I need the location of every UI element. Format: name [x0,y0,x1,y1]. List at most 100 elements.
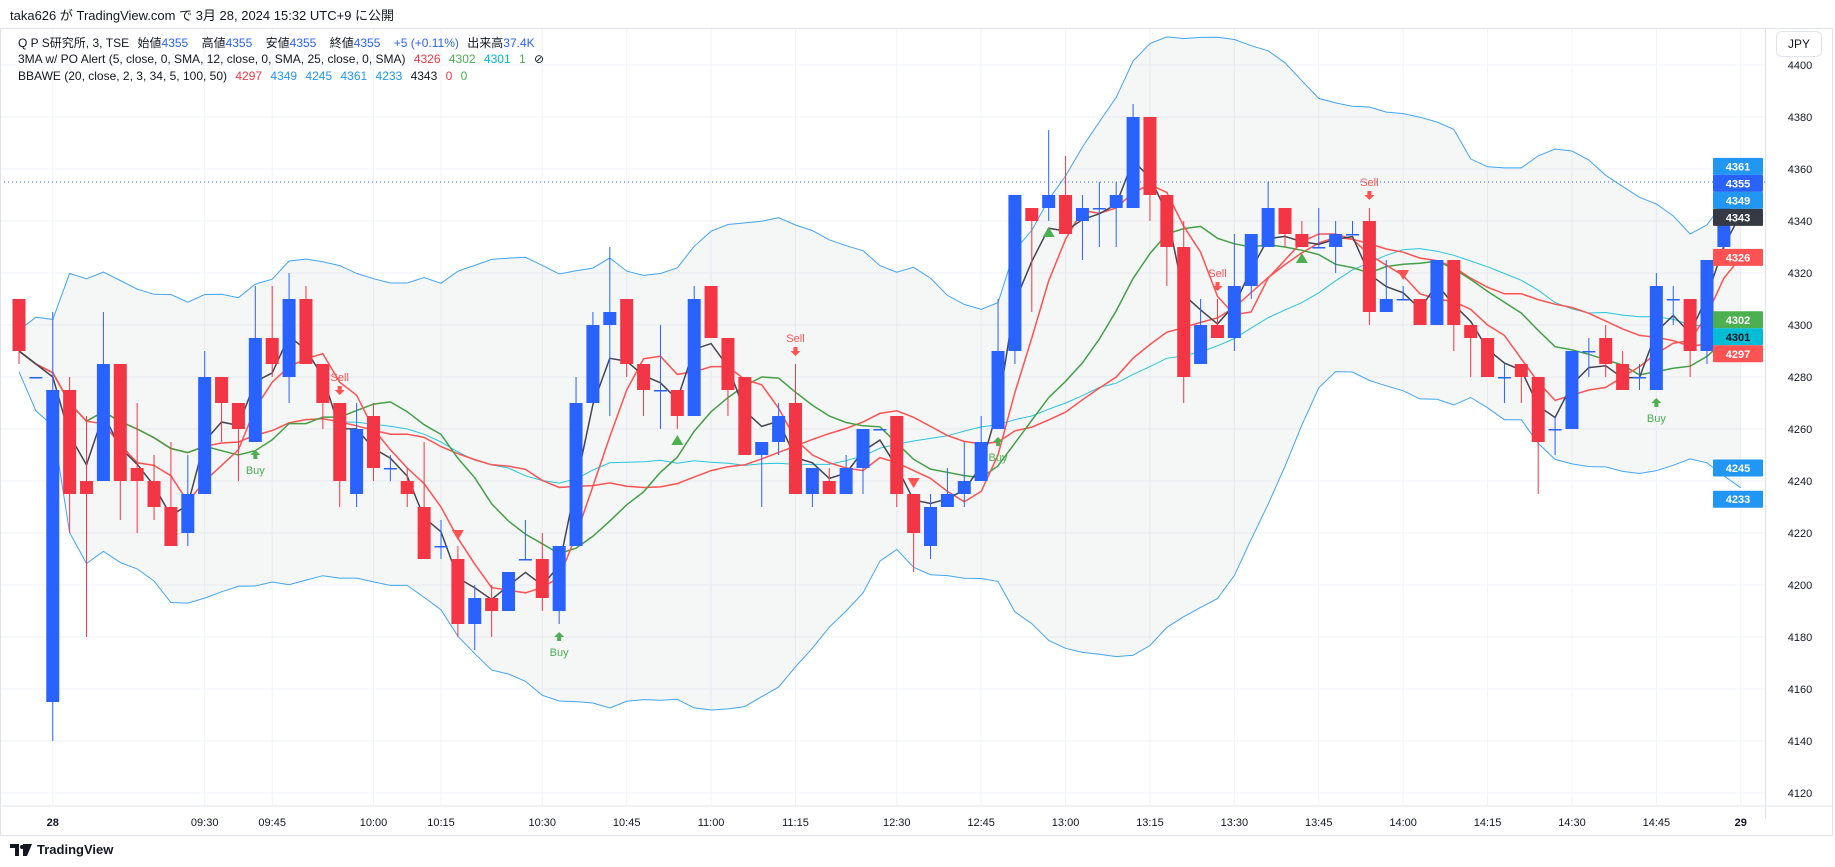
candle [1109,182,1123,247]
bb-lower-value: 4245 [305,69,333,83]
candle [485,585,499,637]
ohlc-low: 安値4355 [266,36,322,50]
candle-body [1413,299,1427,325]
candle [822,468,836,494]
ohlc-close: 終値4355 [330,36,386,50]
candle-body [940,494,954,507]
ohlc-open: 始値4355 [138,36,194,50]
ma-indicator-title[interactable]: 3MA w/ PO Alert (5, close, 0, SMA, 12, c… [18,52,406,66]
candle [1632,364,1646,390]
low-label: 安値 [265,36,290,50]
candle [215,377,229,442]
buy-arrow-icon [1651,398,1662,407]
volume-label: 出来高 [467,36,504,50]
bb-indicator-legend[interactable]: BBAWE (20, close, 2, 3, 34, 5, 100, 50) … [18,69,472,83]
price-axis-label: 4220 [1788,528,1812,540]
candle-body [1075,208,1089,221]
symbol-name[interactable]: Q P S研究所, 3, TSE [18,36,130,50]
candle-body [670,390,684,416]
time-axis-label: 13:45 [1305,817,1333,829]
candle-body [130,468,144,481]
candle-body [738,377,752,455]
bb-indicator-title[interactable]: BBAWE (20, close, 2, 3, 34, 5, 100, 50) [18,69,227,83]
price-tag-label: 4233 [1726,494,1750,506]
candle-body [1092,208,1106,210]
candle [198,351,212,494]
candle [164,442,178,546]
candle-body [991,351,1005,429]
price-axis-label: 4320 [1788,268,1812,280]
triangle-down-icon [451,530,464,540]
candle [1042,130,1056,221]
bb-basis-value: 4297 [235,69,263,83]
candle [434,520,448,559]
candle-body [1109,195,1123,208]
price-tag-bg [1713,174,1763,192]
candle-body [1227,286,1241,338]
candle-body [890,416,904,494]
candle [1565,351,1579,429]
price-tag: 4233 [1713,490,1763,508]
candle-body [755,442,769,455]
bb-upper-value: 4349 [270,69,298,83]
candle-body [1514,364,1528,377]
candle [1683,299,1697,377]
candle [940,468,954,507]
candle-body [1042,195,1056,208]
candle [96,312,110,481]
time-axis-label: 14:15 [1474,817,1502,829]
candle [1582,338,1596,377]
candle-body [299,299,313,364]
candle [805,468,819,507]
candle [181,455,195,546]
candle [957,442,971,507]
price-tag-bg [1713,311,1763,329]
price-tag: 4301 [1713,328,1763,346]
buy-signal-label: Buy [1647,413,1666,425]
time-axis-label: 13:15 [1136,817,1164,829]
candle [417,442,431,559]
candle [366,403,380,481]
candle-body [1244,234,1258,286]
candle [1143,117,1157,221]
candle-body [1008,195,1022,351]
price-axis-label: 4360 [1788,164,1812,176]
candle [1396,286,1410,301]
candle-body [1194,325,1208,364]
candle [1666,286,1680,325]
currency-button[interactable]: JPY [1776,31,1822,57]
candle [907,494,921,572]
candle [1126,104,1140,208]
price-tag: 4355 [1713,174,1763,192]
candle [1531,377,1545,494]
triangle-down-icon [1397,270,1410,280]
time-axis-label: 12:45 [967,817,995,829]
candle [653,325,667,429]
candle [113,364,127,520]
candle-body [721,338,735,390]
candle-body [788,403,802,494]
candle [670,390,684,429]
ohlc-high: 高値4355 [202,36,258,50]
candle [1514,364,1528,403]
candle [1244,234,1258,299]
candle-body [1160,195,1174,247]
candle [1599,325,1613,377]
price-axis-label: 4380 [1788,112,1812,124]
candle [856,429,870,494]
candle [333,403,347,507]
ma-indicator-legend[interactable]: 3MA w/ PO Alert (5, close, 0, SMA, 12, c… [18,52,549,66]
close-label: 終値 [329,36,354,50]
candle-body [1464,325,1478,338]
candle [873,429,887,431]
buy-arrow-icon [554,632,565,641]
bb-signal-sell-value: 0 [445,69,453,83]
candle-body [907,494,921,533]
tradingview-logo[interactable]: TradingView [10,842,113,857]
candle [1278,208,1292,247]
price-tag-label: 4355 [1726,178,1750,190]
price-tag-bg [1713,248,1763,266]
price-axis-label: 4240 [1788,476,1812,488]
candle-body [957,481,971,494]
